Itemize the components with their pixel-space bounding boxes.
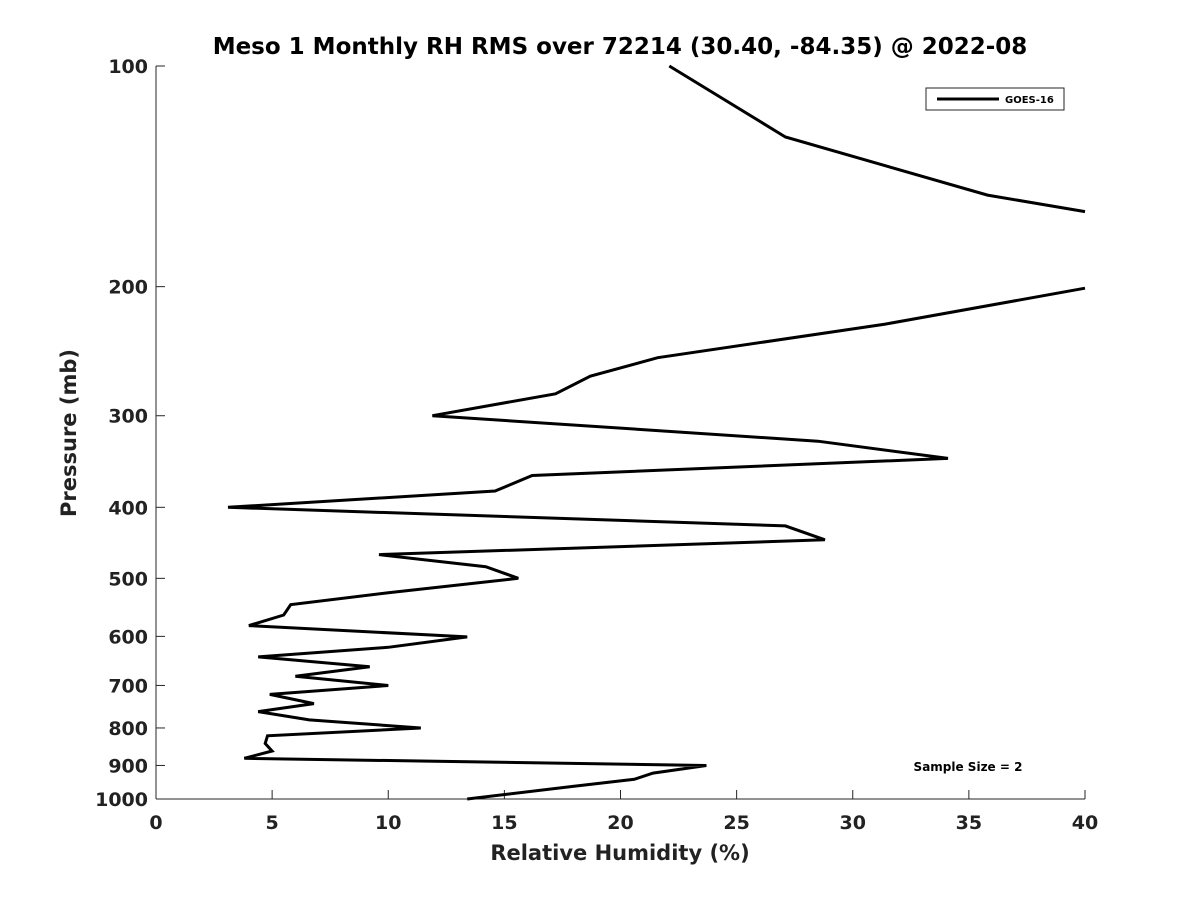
y-tick-label: 900 — [108, 755, 148, 777]
legend-label: GOES-16 — [1005, 95, 1054, 106]
y-tick-label: 700 — [108, 675, 148, 697]
x-tick-label: 35 — [956, 812, 982, 834]
sample-size-annotation: Sample Size = 2 — [914, 760, 1023, 774]
y-tick-label: 800 — [108, 718, 148, 740]
series-line-goes-16 — [227, 286, 1086, 801]
y-tick-label: 200 — [108, 277, 148, 299]
series-group — [227, 64, 1086, 801]
y-tick-label: 500 — [108, 568, 148, 590]
y-tick-label: 100 — [108, 56, 148, 78]
x-tick-label: 20 — [607, 812, 633, 834]
series-line-goes-16 — [668, 64, 1086, 214]
y-tick-label: 600 — [108, 626, 148, 648]
x-tick-label: 40 — [1072, 812, 1098, 834]
y-tick-label: 1000 — [95, 789, 148, 811]
y-tick-label: 400 — [108, 497, 148, 519]
y-tick-label: 300 — [108, 406, 148, 428]
x-tick-label: 25 — [723, 812, 749, 834]
x-tick-label: 5 — [266, 812, 279, 834]
axes: 0 5 10 15 20 25 30 35 40 100 200 300 400 500 600 700 800… — [95, 56, 1098, 834]
chart-title: Meso 1 Monthly RH RMS over 72214 (30.40,… — [213, 34, 1028, 60]
legend: GOES-16 — [925, 87, 1065, 111]
x-tick-label: 30 — [840, 812, 866, 834]
x-axis-label: Relative Humidity (%) — [490, 841, 749, 865]
x-tick-label: 10 — [375, 812, 401, 834]
y-axis-label: Pressure (mb) — [57, 349, 81, 517]
x-tick-label: 15 — [491, 812, 517, 834]
x-tick-label: 0 — [149, 812, 162, 834]
